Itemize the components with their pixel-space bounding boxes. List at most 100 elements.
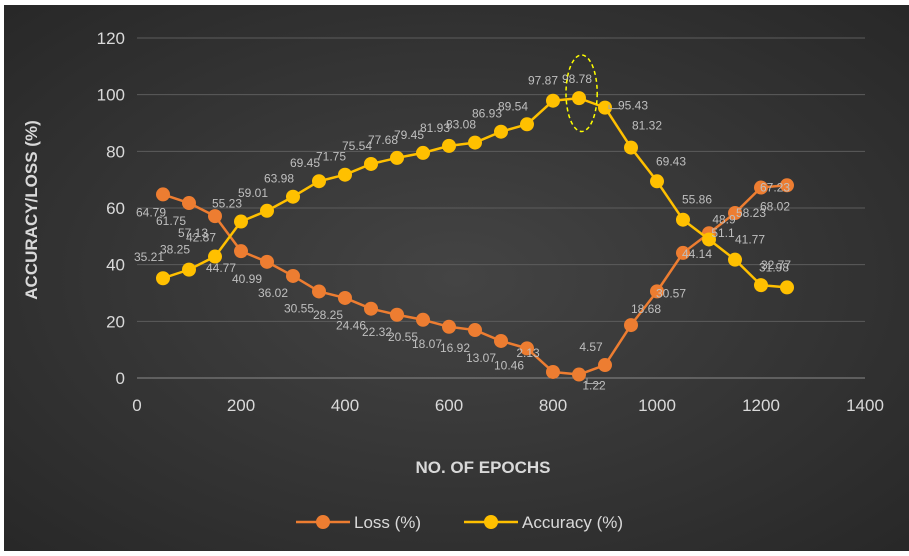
accuracy-data-label: 55.86 <box>682 193 712 207</box>
accuracy-data-label: 83.08 <box>446 118 476 132</box>
accuracy-data-point <box>624 140 638 155</box>
accuracy-data-point <box>520 117 534 132</box>
loss-data-point <box>390 307 404 322</box>
accuracy-data-point <box>676 212 690 227</box>
loss-data-label: 68.02 <box>760 199 790 213</box>
loss-data-point <box>208 209 222 224</box>
legend-accuracy-label: Accuracy (%) <box>522 513 623 532</box>
loss-data-point <box>520 341 534 356</box>
loss-data-label: 44.77 <box>206 261 236 275</box>
loss-data-label: 36.02 <box>258 286 288 300</box>
x-tick-label: 1200 <box>742 396 780 415</box>
loss-data-label: 30.57 <box>656 286 686 300</box>
accuracy-data-label: 42.87 <box>186 231 216 245</box>
accuracy-data-point <box>208 249 222 264</box>
accuracy-data-point <box>754 278 768 293</box>
accuracy-data-point <box>650 174 664 189</box>
accuracy-data-point <box>572 91 586 106</box>
loss-data-point <box>364 301 378 316</box>
loss-data-label: 61.75 <box>156 214 186 228</box>
loss-data-label: 16.92 <box>440 341 470 355</box>
loss-data-label: 1.22 <box>582 379 606 393</box>
loss-data-point <box>546 364 560 379</box>
accuracy-data-label: 63.98 <box>264 172 294 186</box>
accuracy-data-label: 41.77 <box>735 233 765 247</box>
loss-data-label: 67.23 <box>760 181 790 195</box>
loss-data-label: 18.68 <box>631 302 661 316</box>
loss-data-label: 28.25 <box>313 308 343 322</box>
accuracy-data-label: 31.98 <box>759 260 789 274</box>
loss-data-label: 40.99 <box>232 272 262 286</box>
loss-data-point <box>728 206 742 221</box>
accuracy-data-label: 69.43 <box>656 154 686 168</box>
loss-data-label: 44.14 <box>682 247 712 261</box>
y-tick-label: 100 <box>97 86 125 105</box>
accuracy-data-point <box>598 100 612 115</box>
loss-data-point <box>442 319 456 334</box>
accuracy-data-label: 38.25 <box>160 243 190 257</box>
accuracy-data-label: 35.21 <box>134 250 164 264</box>
accuracy-data-point <box>260 203 274 218</box>
x-tick-label: 200 <box>227 396 255 415</box>
loss-data-point <box>416 312 430 327</box>
x-tick-label: 1400 <box>846 396 884 415</box>
loss-data-point <box>780 178 794 193</box>
loss-data-point <box>598 358 612 373</box>
loss-data-point <box>286 268 300 283</box>
legend-accuracy-marker <box>484 515 498 529</box>
accuracy-data-point <box>286 189 300 204</box>
series-layer <box>156 91 794 382</box>
x-tick-label: 800 <box>539 396 567 415</box>
accuracy-data-label: 81.32 <box>632 119 662 133</box>
loss-data-point <box>754 180 768 195</box>
accuracy-data-point <box>156 271 170 286</box>
accuracy-data-label: 69.45 <box>290 156 320 170</box>
accuracy-data-point <box>416 145 430 160</box>
accuracy-data-point <box>234 214 248 229</box>
loss-data-point <box>312 284 326 299</box>
loss-data-point <box>338 290 352 305</box>
loss-data-point <box>572 367 586 382</box>
accuracy-data-label: 81.93 <box>420 121 450 135</box>
loss-data-point <box>234 244 248 259</box>
loss-data-label: 4.57 <box>579 340 603 354</box>
accuracy-label-leader-line <box>608 104 619 110</box>
loss-data-point <box>156 187 170 202</box>
x-tick-label: 0 <box>132 396 141 415</box>
loss-data-label: 58.23 <box>736 206 766 220</box>
accuracy-data-label: 89.54 <box>498 99 528 113</box>
accuracy-data-point <box>182 262 196 277</box>
y-tick-label: 120 <box>97 29 125 48</box>
accuracy-data-label: 79.45 <box>394 128 424 142</box>
accuracy-data-label: 95.43 <box>618 99 648 113</box>
loss-data-label: 57.13 <box>178 226 208 240</box>
accuracy-data-point <box>338 167 352 182</box>
loss-data-label: 30.55 <box>284 301 314 315</box>
y-axis-title: ACCURACY/LOSS (%) <box>22 120 41 299</box>
accuracy-data-label: 32.77 <box>761 258 791 272</box>
y-tick-label: 60 <box>106 199 125 218</box>
loss-data-point <box>624 318 638 333</box>
loss-data-label: 18.07 <box>412 337 442 351</box>
accuracy-data-label: 98.78 <box>562 72 592 86</box>
accuracy-data-label: 59.01 <box>238 186 268 200</box>
chart-container: 0 20 40 60 80 100 120 0 200 400 600 800 1000 1200 1400… <box>4 5 909 551</box>
accuracy-data-label: 48.9 <box>712 212 736 226</box>
accuracy-data-point <box>312 174 326 189</box>
accuracy-data-label: 97.87 <box>528 74 558 88</box>
chart-background <box>4 5 909 551</box>
loss-data-point <box>676 245 690 260</box>
accuracy-data-label: 71.75 <box>316 150 346 164</box>
accuracy-data-point <box>702 232 716 247</box>
accuracy-data-point <box>364 156 378 171</box>
x-tick-label: 1000 <box>638 396 676 415</box>
loss-data-point <box>468 323 482 338</box>
loss-data-point <box>494 333 508 348</box>
legend-item-loss: Loss (%) <box>296 513 421 532</box>
loss-label-leader-line <box>586 378 601 385</box>
x-tick-label: 400 <box>331 396 359 415</box>
y-tick-label: 20 <box>106 312 125 331</box>
